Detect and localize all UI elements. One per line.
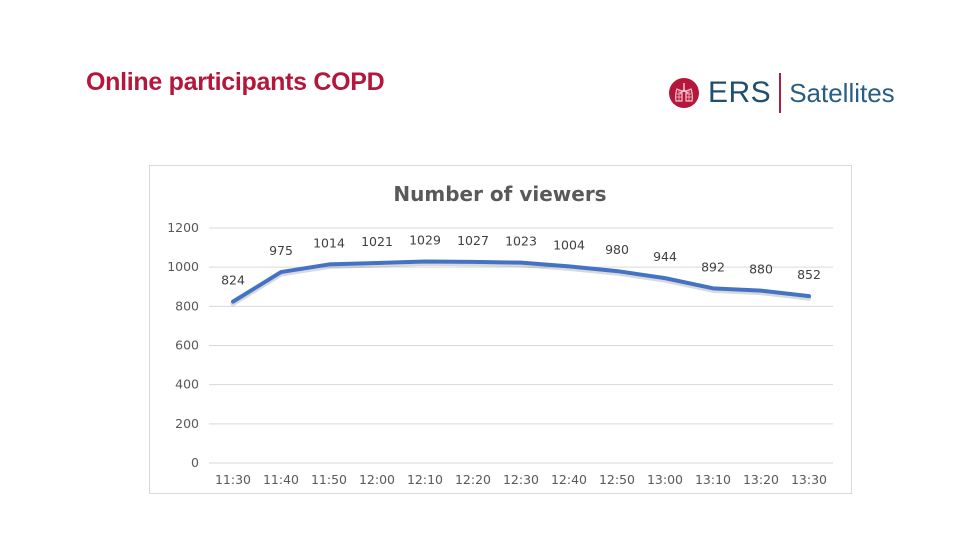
data-label: 880 xyxy=(749,262,773,277)
data-label: 975 xyxy=(269,243,293,258)
data-label: 1027 xyxy=(457,233,489,248)
data-label: 944 xyxy=(653,249,677,264)
x-tick-label: 12:30 xyxy=(503,472,539,487)
chart-container: Number of viewers 0 200 400 600 800 1000 1200 … xyxy=(149,165,852,494)
data-label: 1004 xyxy=(553,237,585,252)
y-tick-label: 1200 xyxy=(167,220,199,235)
y-tick-label: 200 xyxy=(175,416,199,431)
x-tick-label: 13:00 xyxy=(647,472,683,487)
y-tick-label: 800 xyxy=(175,298,199,313)
logo-divider xyxy=(779,73,782,113)
data-label: 1021 xyxy=(361,234,393,249)
x-tick-label: 12:10 xyxy=(407,472,443,487)
x-tick-label: 12:00 xyxy=(359,472,395,487)
y-tick-label: 600 xyxy=(175,338,199,353)
data-label: 852 xyxy=(797,267,821,282)
x-tick-label: 12:40 xyxy=(551,472,587,487)
x-tick-label: 13:10 xyxy=(695,472,731,487)
x-tick-label: 12:20 xyxy=(455,472,491,487)
x-tick-label: 11:40 xyxy=(263,472,299,487)
y-tick-label: 0 xyxy=(191,455,199,470)
slide-title: Online participants COPD xyxy=(86,68,385,96)
data-label: 892 xyxy=(701,259,725,274)
y-tick-label: 1000 xyxy=(167,259,199,274)
data-label: 1029 xyxy=(409,232,441,247)
x-tick-label: 13:20 xyxy=(743,472,779,487)
lungs-icon xyxy=(669,78,699,108)
line-chart: Number of viewers 020040060080010001200 … xyxy=(167,182,833,487)
x-tick-label: 13:30 xyxy=(791,472,827,487)
x-tick-label: 11:30 xyxy=(215,472,251,487)
x-tick-label: 12:50 xyxy=(599,472,635,487)
chart-title: Number of viewers xyxy=(393,182,606,206)
ers-satellites-logo: ERS Satellites xyxy=(668,70,918,116)
y-tick-label: 400 xyxy=(175,377,199,392)
logo-ers-text: ERS xyxy=(708,76,772,109)
logo-satellites-text: Satellites xyxy=(789,77,895,108)
data-label: 1014 xyxy=(313,235,345,250)
data-label: 1023 xyxy=(505,234,537,249)
data-label: 980 xyxy=(605,242,629,257)
x-tick-label: 11:50 xyxy=(311,472,347,487)
data-label: 824 xyxy=(221,273,245,288)
